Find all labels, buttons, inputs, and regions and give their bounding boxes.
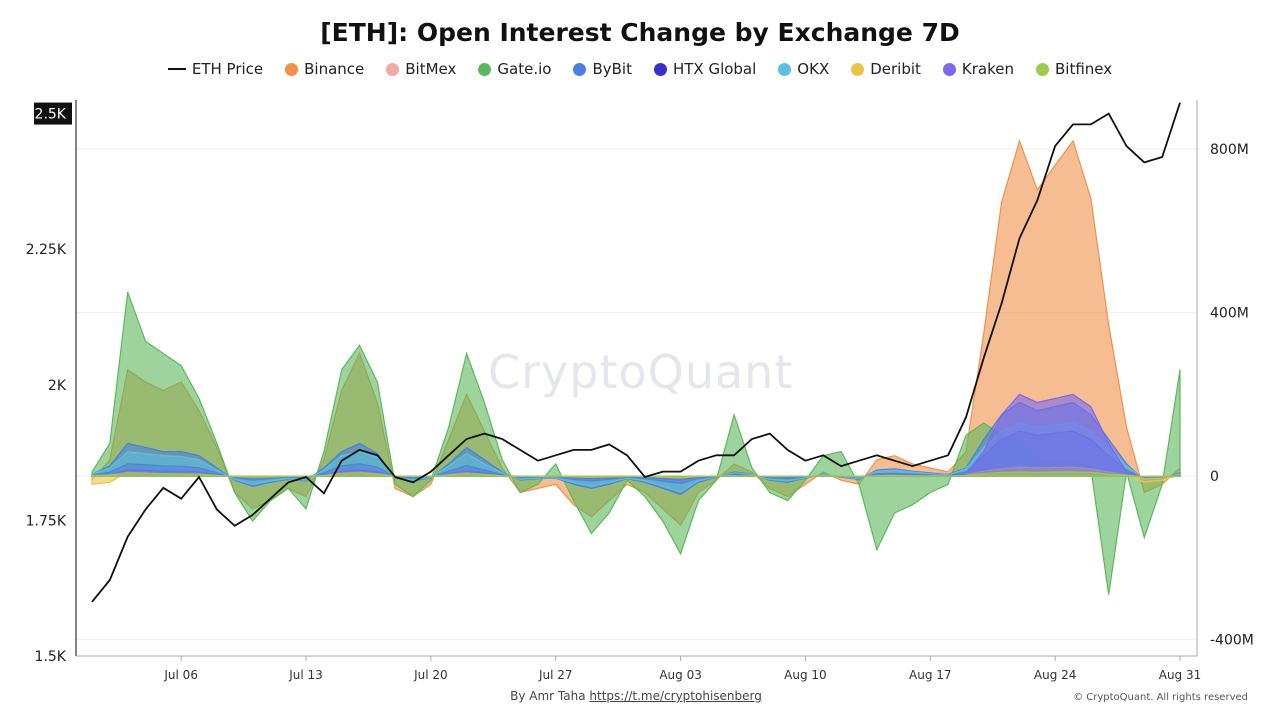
legend-swatch-eth-price	[167, 68, 186, 70]
x-tick-label-jul-27: Jul 27	[538, 668, 573, 682]
legend-item-bitfinex[interactable]: Bitfinex	[1036, 60, 1112, 78]
legend-swatch-kraken	[942, 62, 956, 76]
left-tick-label-1-75k: 1.75K	[26, 513, 67, 529]
x-tick-label-aug-31: Aug 31	[1159, 668, 1202, 682]
legend-item-bitmex[interactable]: BitMex	[386, 60, 456, 78]
credit-prefix: By Amr Taha	[510, 689, 590, 703]
chart-title: [ETH]: Open Interest Change by Exchange …	[320, 18, 960, 47]
legend-label-htx-global: HTX Global	[672, 60, 757, 78]
x-tick-label-jul-06: Jul 06	[163, 668, 198, 682]
legend-label-deribit: Deribit	[870, 60, 921, 78]
left-tick-highlight-box	[34, 102, 72, 125]
series-line-eth-price	[91, 102, 1181, 603]
legend-swatch-bitmex	[386, 62, 400, 76]
legend-item-okx[interactable]: OKX	[778, 60, 829, 78]
legend-label-bybit: ByBit	[592, 60, 632, 78]
legend-swatch-deribit	[851, 62, 865, 76]
credit-link[interactable]: https://t.me/cryptohisenberg	[589, 689, 762, 703]
legend-label-okx: OKX	[797, 60, 830, 78]
legend-swatch-htx-global	[653, 62, 667, 76]
legend-item-kraken[interactable]: Kraken	[942, 60, 1014, 78]
x-tick-label-aug-10: Aug 10	[784, 668, 827, 682]
legend-swatch-gate-io	[478, 62, 492, 76]
x-tick-label-aug-17: Aug 17	[909, 668, 952, 682]
x-tick-label-aug-24: Aug 24	[1034, 668, 1077, 682]
chart-legend: ETH Price Binance BitMex Gate.io ByBit HTX Gl…	[0, 60, 1280, 78]
left-tick-label-2-25k: 2.25K	[26, 242, 67, 258]
legend-label-eth-price: ETH Price	[191, 60, 264, 78]
left-tick-label-1-5k: 1.5K	[35, 649, 67, 665]
copyright-text: © CryptoQuant. All rights reserved	[1073, 692, 1248, 703]
legend-label-bitfinex: Bitfinex	[1055, 60, 1113, 78]
legend-label-kraken: Kraken	[961, 60, 1014, 78]
legend-item-htx-global[interactable]: HTX Global	[653, 60, 757, 78]
legend-item-binance[interactable]: Binance	[285, 60, 364, 78]
right-tick-label-400m: 400M	[1210, 306, 1249, 322]
legend-item-bybit[interactable]: ByBit	[573, 60, 632, 78]
x-tick-label-jul-20: Jul 20	[413, 668, 448, 682]
legend-label-bitmex: BitMex	[405, 60, 457, 78]
right-tick-label-400m: -400M	[1210, 633, 1254, 649]
legend-item-gate-io[interactable]: Gate.io	[478, 60, 551, 78]
left-tick-label-2k: 2K	[48, 378, 67, 394]
legend-swatch-okx	[778, 62, 792, 76]
legend-label-gate-io: Gate.io	[497, 60, 552, 78]
legend-swatch-bitfinex	[1036, 62, 1049, 76]
legend-swatch-bybit	[573, 62, 587, 76]
series-area-bitfinex	[91, 471, 1181, 479]
legend-label-binance: Binance	[304, 60, 365, 78]
x-tick-label-aug-03: Aug 03	[659, 668, 702, 682]
legend-swatch-binance	[285, 62, 299, 76]
right-tick-label-800m: 800M	[1210, 142, 1249, 158]
left-tick-label-2-5k: 2.5K	[35, 107, 67, 123]
legend-item-deribit[interactable]: Deribit	[851, 60, 921, 78]
footer-credit: By Amr Taha https://t.me/cryptohisenberg	[0, 689, 1272, 703]
x-tick-label-jul-13: Jul 13	[288, 668, 323, 682]
legend-item-eth-price[interactable]: ETH Price	[167, 60, 264, 78]
watermark: CryptoQuant	[488, 345, 794, 399]
right-tick-label-0: 0	[1210, 469, 1219, 485]
